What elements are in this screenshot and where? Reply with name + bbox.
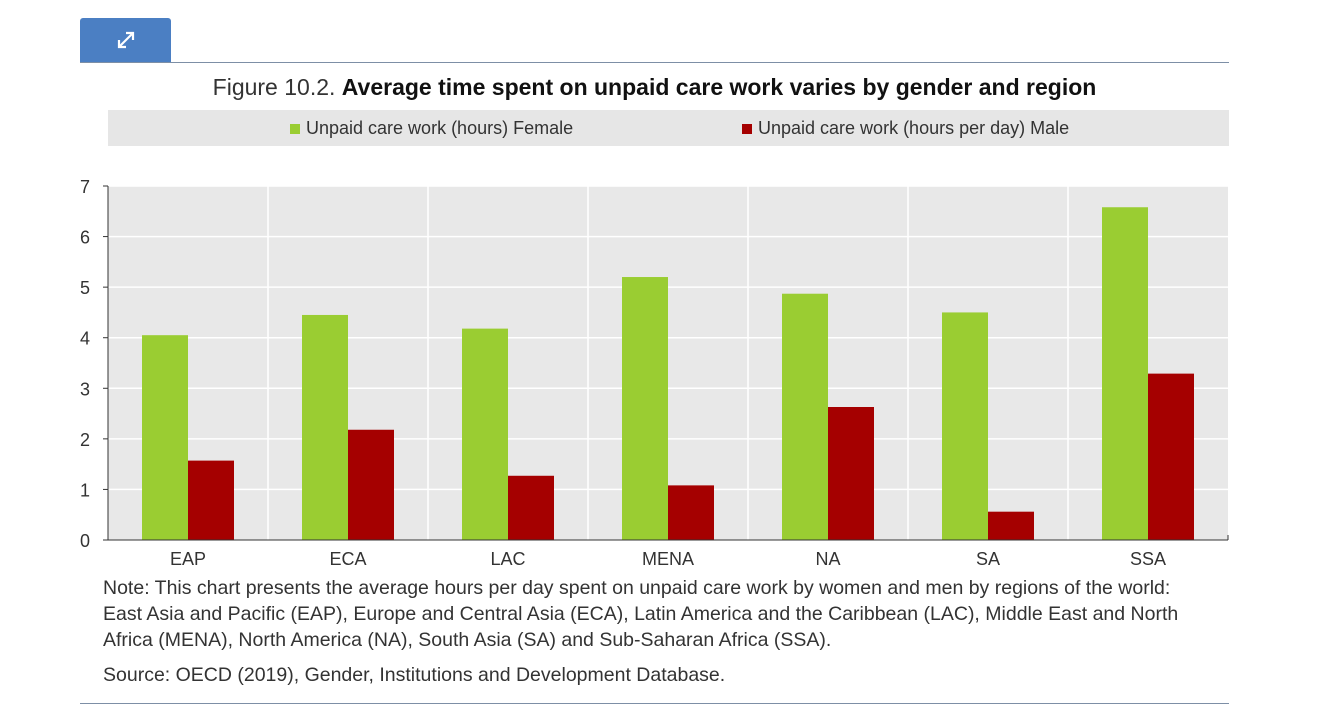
chart-legend: Unpaid care work (hours) Female Unpaid c…: [108, 110, 1229, 146]
expand-arrows-icon: [117, 31, 134, 49]
bar-male: [188, 460, 234, 540]
bar-female: [142, 335, 188, 540]
legend-swatch-male: [742, 123, 752, 134]
x-tick-label: MENA: [642, 549, 694, 569]
bar-female: [1102, 207, 1148, 541]
legend-label-female: Unpaid care work (hours) Female: [306, 118, 574, 138]
y-tick-label: 1: [80, 480, 90, 500]
bar-male: [668, 485, 714, 540]
y-tick-label: 3: [80, 379, 90, 399]
figure-title: Figure 10.2. Average time spent on unpai…: [80, 72, 1229, 102]
x-tick-label: EAP: [170, 549, 206, 569]
x-tick-label: LAC: [490, 549, 525, 569]
x-tick-label: SSA: [1130, 549, 1166, 569]
y-tick-label: 4: [80, 329, 90, 349]
legend-label-male: Unpaid care work (hours per day) Male: [758, 118, 1070, 138]
y-tick-label: 7: [80, 177, 90, 197]
x-tick-label: NA: [815, 549, 840, 569]
figure-number: Figure 10.2.: [212, 74, 336, 100]
bar-female: [302, 314, 348, 540]
y-tick-label: 6: [80, 228, 90, 248]
bar-female: [622, 277, 668, 540]
x-tick-label: ECA: [329, 549, 366, 569]
bar-female: [462, 328, 508, 540]
chart-note: Note: This chart presents the average ho…: [103, 577, 1179, 651]
legend-swatch-female: [290, 123, 300, 134]
bar-female: [782, 293, 828, 540]
figure-title-text: Average time spent on unpaid care work v…: [341, 74, 1097, 100]
bar-male: [348, 429, 394, 540]
top-divider: [80, 62, 1229, 63]
bar-male: [1148, 373, 1194, 540]
bottom-divider: [80, 703, 1229, 704]
legend-item-male: Unpaid care work (hours per day) Male: [742, 118, 1069, 139]
x-tick-label: SA: [976, 549, 1000, 569]
expand-button[interactable]: [80, 18, 171, 62]
bar-male: [508, 475, 554, 540]
chart-source: Source: OECD (2019), Gender, Institution…: [103, 664, 726, 686]
bar-male: [828, 406, 874, 540]
y-tick-label: 0: [80, 531, 90, 551]
bar-female: [942, 312, 988, 540]
bar-male: [988, 511, 1034, 540]
bar-chart: 0 1 2 3 4 5 6 7 EAP ECA LAC MENA NA SA SSA: [80, 177, 1229, 569]
y-tick-label: 2: [80, 430, 90, 450]
legend-item-female: Unpaid care work (hours) Female: [290, 118, 573, 139]
y-tick-label: 5: [80, 278, 90, 298]
